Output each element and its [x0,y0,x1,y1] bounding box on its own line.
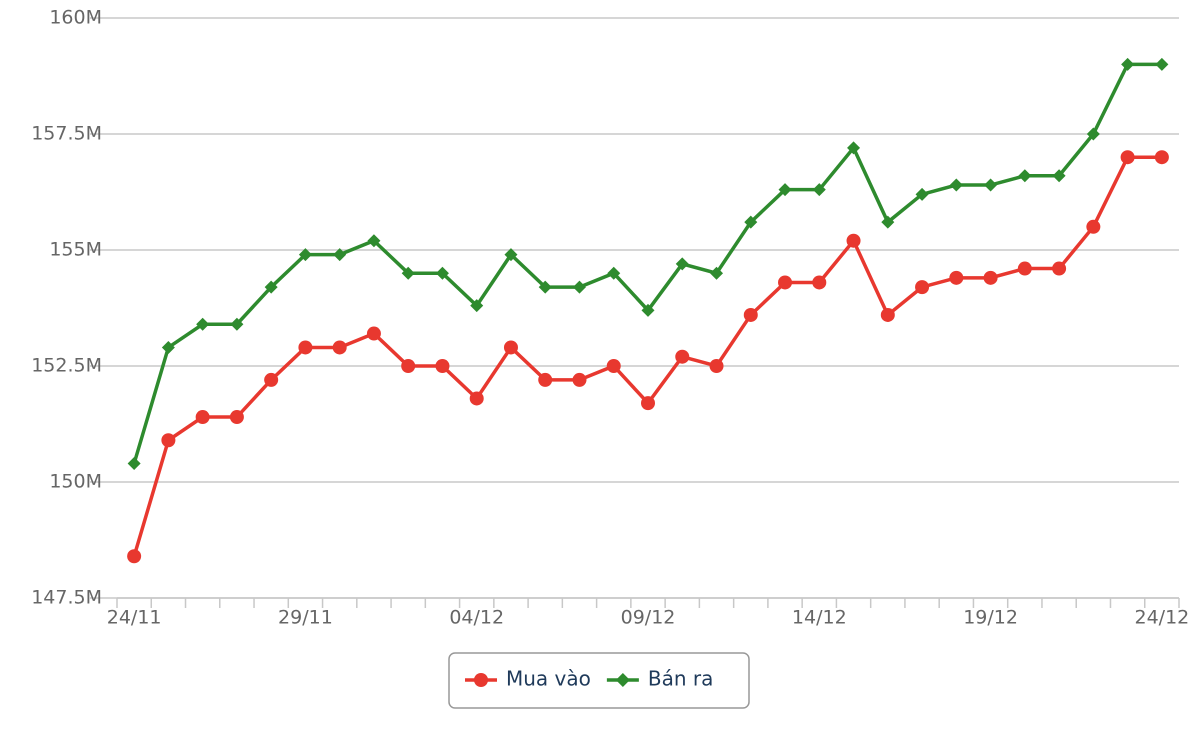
marker [915,187,929,201]
y-tick-label: 157.5M [31,123,102,145]
marker [812,275,827,290]
marker [744,215,758,229]
x-tick-label: 24/12 [1134,607,1189,629]
marker [1052,169,1066,183]
marker [984,178,998,192]
marker [401,359,416,373]
marker [161,433,176,448]
marker [1052,261,1067,276]
legend-box [448,652,750,709]
legend-item[interactable]: Mua vào [465,667,591,691]
marker [572,372,587,387]
x-tick-label: 24/11 [107,607,162,629]
marker [127,549,142,564]
marker [264,372,279,387]
x-tick-label: 29/11 [278,607,333,629]
x-tick-label: 19/12 [963,607,1018,629]
marker [230,317,244,331]
x-tick-label: 09/12 [621,607,676,629]
marker [1154,150,1169,165]
y-tick-label: 152.5M [31,355,102,377]
marker [298,248,312,262]
marker [847,141,861,155]
legend-label: Mua vào [506,667,591,691]
marker [743,307,758,322]
legend: Mua vào Bán ra [448,652,750,709]
marker [333,248,347,262]
x-tick-label: 14/12 [792,607,847,629]
marker [881,215,895,229]
marker [435,359,450,373]
marker [195,410,210,425]
legend-item[interactable]: Bán ra [606,667,714,691]
marker [641,303,655,317]
marker [504,248,518,262]
marker [778,183,792,197]
marker [812,183,826,197]
marker [949,270,964,285]
marker [298,340,313,355]
marker [606,359,621,373]
y-tick-label: 150M [49,471,102,493]
marker [264,280,278,294]
marker [538,280,552,294]
marker [607,266,621,280]
marker [949,178,963,192]
marker [196,317,210,331]
marker [1120,150,1135,165]
marker [915,280,930,295]
marker [1018,169,1032,183]
marker [538,372,553,387]
marker [161,340,175,354]
marker [572,280,586,294]
marker [470,299,484,313]
marker [469,391,484,406]
marker [127,456,141,470]
marker [710,266,724,280]
marker [229,410,244,425]
marker [401,266,415,280]
marker [675,349,690,364]
marker [846,233,861,248]
marker [435,266,449,280]
y-tick-label: 160M [49,7,102,29]
y-tick-label: 147.5M [31,587,102,609]
marker [983,270,998,285]
marker [1155,57,1169,71]
marker [709,359,724,373]
marker [615,673,630,687]
marker [367,234,381,248]
legend-label: Bán ra [648,667,714,691]
marker [1017,261,1032,276]
marker [366,326,381,341]
series-line [132,155,1162,557]
marker [641,396,655,411]
marker [332,340,347,355]
marker [1086,127,1100,141]
marker [474,673,488,687]
marker [1086,219,1101,234]
marker [880,307,895,322]
marker [503,340,518,355]
marker [778,275,793,290]
x-tick-label: 04/12 [449,607,504,629]
marker [1121,57,1135,71]
y-tick-label: 155M [49,239,102,261]
marker [675,257,689,271]
